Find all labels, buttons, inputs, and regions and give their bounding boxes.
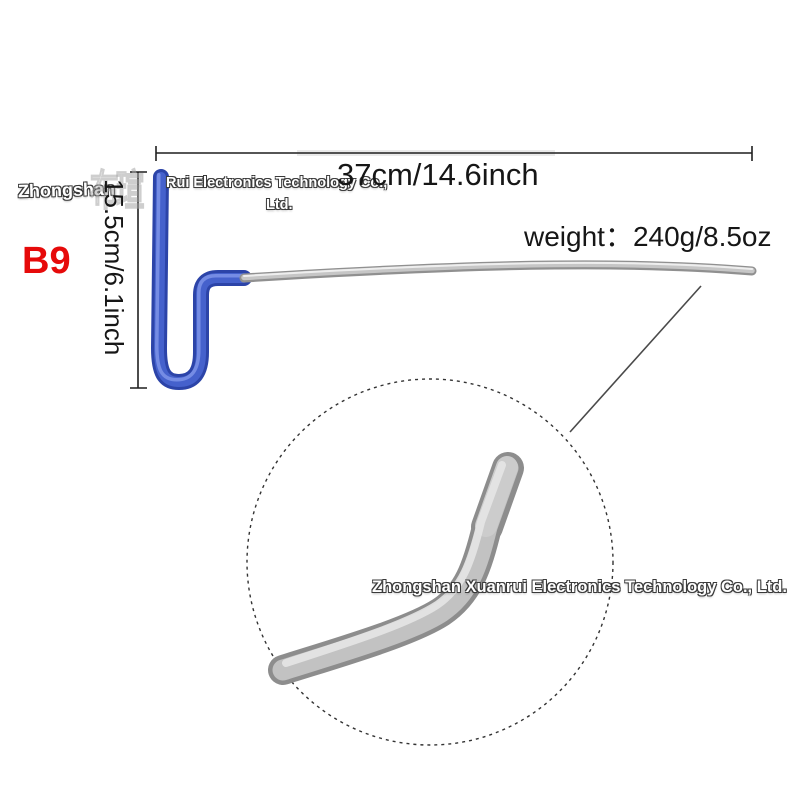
tool-shaft-metal (239, 260, 757, 283)
watermark-company-line2: Ltd. (266, 197, 293, 213)
height-dimension-label: 15.5cm/6.1inch (99, 179, 129, 356)
detail-circle (246, 378, 614, 746)
tool-handle-blue (151, 169, 252, 390)
weight-label: weight：240g/8.5oz (524, 221, 772, 252)
watermark-chinese-stamp: 布瑄 (89, 167, 144, 215)
watermark-detail-circle: Zhongshan Xuanrui Electronics Technology… (372, 578, 787, 596)
length-dimension-line (155, 146, 753, 161)
length-dimension-label: 37cm/14.6inch (337, 157, 539, 192)
height-dimension-line (130, 171, 147, 389)
model-code-label: B9 (22, 240, 71, 282)
watermark-company-line1: Rui Electronics Technology Co., (166, 175, 388, 191)
tool-tip-magnified (268, 452, 524, 685)
leader-line (569, 285, 702, 433)
